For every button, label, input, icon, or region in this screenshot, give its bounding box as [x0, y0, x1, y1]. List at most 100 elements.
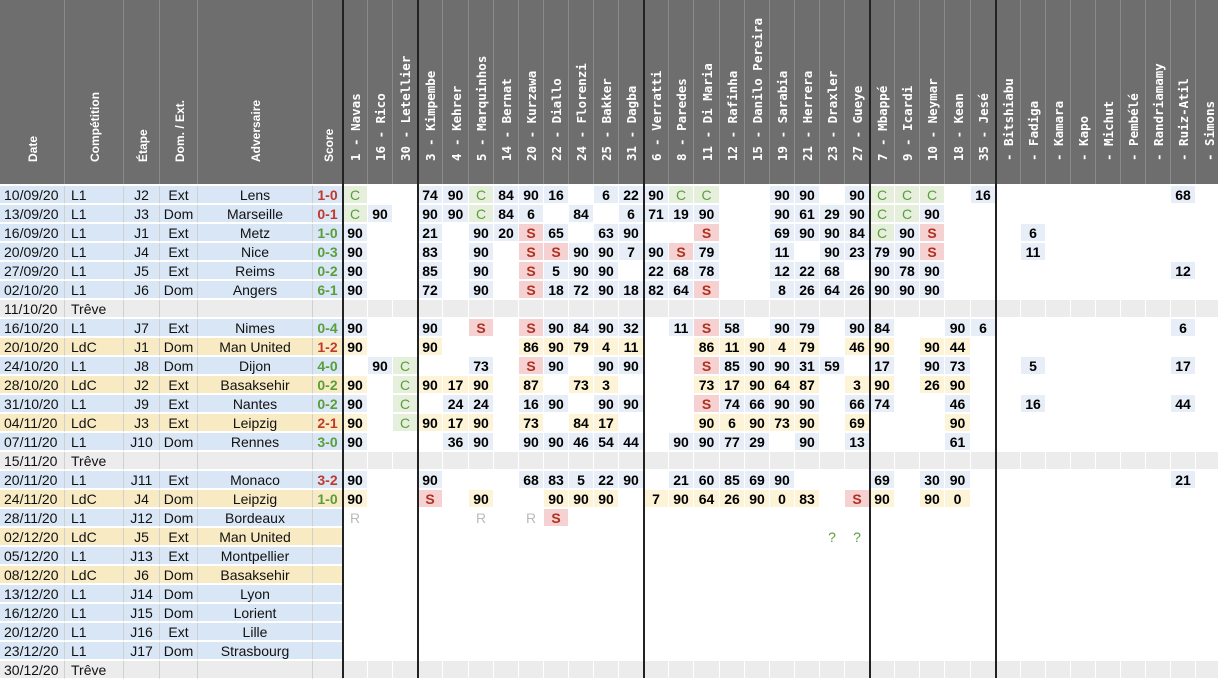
- stat-cell[interactable]: [1196, 528, 1218, 546]
- stat-cell[interactable]: S: [544, 509, 569, 527]
- stat-cell[interactable]: [418, 300, 443, 318]
- stat-cell[interactable]: [1196, 471, 1218, 489]
- stat-cell[interactable]: [393, 338, 418, 356]
- stat-cell[interactable]: [619, 509, 644, 527]
- stat-cell[interactable]: 72: [569, 281, 594, 299]
- stat-cell[interactable]: [1071, 509, 1096, 527]
- stat-cell[interactable]: 11: [720, 338, 745, 356]
- stat-cell[interactable]: [494, 281, 519, 299]
- stat-cell[interactable]: 71: [644, 205, 669, 223]
- stat-cell[interactable]: 11: [770, 243, 795, 261]
- stat-cell[interactable]: [694, 642, 720, 660]
- stat-cell[interactable]: 13: [845, 433, 870, 451]
- stat-cell[interactable]: C: [393, 414, 418, 432]
- stat-cell[interactable]: 83: [418, 243, 443, 261]
- stat-cell[interactable]: 58: [720, 319, 745, 337]
- stat-cell[interactable]: [1146, 661, 1171, 679]
- stat-cell[interactable]: 90: [594, 357, 619, 375]
- stat-cell[interactable]: [1146, 414, 1171, 432]
- stat-cell[interactable]: [1021, 300, 1046, 318]
- stat-cell[interactable]: [368, 376, 393, 394]
- stat-cell[interactable]: [745, 528, 770, 546]
- stat-cell[interactable]: [1021, 566, 1046, 584]
- stat-cell[interactable]: [343, 528, 368, 546]
- stat-cell[interactable]: [920, 509, 945, 527]
- stat-cell[interactable]: [1196, 243, 1218, 261]
- stat-cell[interactable]: [1071, 319, 1096, 337]
- stat-cell[interactable]: [745, 243, 770, 261]
- stat-cell[interactable]: [920, 414, 945, 432]
- stat-cell[interactable]: [594, 205, 619, 223]
- stat-cell[interactable]: 11: [619, 338, 644, 356]
- stat-cell[interactable]: [1021, 433, 1046, 451]
- stat-cell[interactable]: 90: [770, 205, 795, 223]
- stat-cell[interactable]: 90: [418, 205, 443, 223]
- stat-cell[interactable]: [519, 661, 544, 679]
- stat-cell[interactable]: [795, 623, 820, 641]
- stat-cell[interactable]: [945, 585, 971, 603]
- stat-cell[interactable]: [418, 661, 443, 679]
- stat-cell[interactable]: [920, 604, 945, 622]
- stat-cell[interactable]: [1021, 338, 1046, 356]
- stat-cell[interactable]: [971, 376, 996, 394]
- stat-cell[interactable]: [669, 357, 694, 375]
- stat-cell[interactable]: [945, 205, 971, 223]
- stat-cell[interactable]: [720, 528, 745, 546]
- stat-cell[interactable]: [494, 547, 519, 565]
- stat-cell[interactable]: 63: [594, 224, 619, 242]
- stat-cell[interactable]: [469, 528, 494, 546]
- stat-cell[interactable]: [945, 243, 971, 261]
- stat-cell[interactable]: [1146, 376, 1171, 394]
- stat-cell[interactable]: 16: [544, 186, 569, 204]
- stat-cell[interactable]: [895, 433, 920, 451]
- stat-cell[interactable]: [669, 224, 694, 242]
- stat-cell[interactable]: [845, 642, 870, 660]
- stat-cell[interactable]: S: [669, 243, 694, 261]
- stat-cell[interactable]: 44: [945, 338, 971, 356]
- stat-cell[interactable]: 90: [343, 490, 368, 508]
- stat-cell[interactable]: [1171, 414, 1196, 432]
- stat-cell[interactable]: [895, 642, 920, 660]
- stat-cell[interactable]: [1071, 414, 1096, 432]
- player-column-header[interactable]: - Michut: [1096, 0, 1121, 184]
- stat-cell[interactable]: [569, 623, 594, 641]
- stat-cell[interactable]: [1121, 319, 1146, 337]
- stat-cell[interactable]: [469, 642, 494, 660]
- stat-cell[interactable]: [996, 224, 1021, 242]
- stat-cell[interactable]: 17: [443, 414, 469, 432]
- stat-cell[interactable]: 17: [594, 414, 619, 432]
- stat-cell[interactable]: C: [694, 186, 720, 204]
- stat-cell[interactable]: [845, 300, 870, 318]
- stat-cell[interactable]: 69: [770, 224, 795, 242]
- stat-cell[interactable]: 90: [594, 243, 619, 261]
- stat-cell[interactable]: [469, 452, 494, 470]
- stat-cell[interactable]: [393, 490, 418, 508]
- stat-cell[interactable]: 74: [720, 395, 745, 413]
- stat-cell[interactable]: [1121, 224, 1146, 242]
- stat-cell[interactable]: [343, 547, 368, 565]
- stat-cell[interactable]: 90: [669, 490, 694, 508]
- stat-cell[interactable]: [1146, 338, 1171, 356]
- stat-cell[interactable]: [1121, 205, 1146, 223]
- stat-cell[interactable]: S: [469, 319, 494, 337]
- stat-cell[interactable]: [1046, 243, 1071, 261]
- stat-cell[interactable]: [443, 262, 469, 280]
- stat-cell[interactable]: [1046, 205, 1071, 223]
- stat-cell[interactable]: [1171, 338, 1196, 356]
- stat-cell[interactable]: [1096, 414, 1121, 432]
- stat-cell[interactable]: [720, 186, 745, 204]
- stat-cell[interactable]: 12: [770, 262, 795, 280]
- stat-cell[interactable]: [418, 395, 443, 413]
- stat-cell[interactable]: 90: [469, 433, 494, 451]
- stat-cell[interactable]: [644, 376, 669, 394]
- stat-cell[interactable]: [669, 604, 694, 622]
- stat-cell[interactable]: [820, 471, 845, 489]
- stat-cell[interactable]: [1171, 205, 1196, 223]
- stat-cell[interactable]: [996, 642, 1021, 660]
- stat-cell[interactable]: [619, 585, 644, 603]
- player-column-header[interactable]: 8 - Paredes: [669, 0, 694, 184]
- stat-cell[interactable]: [1196, 604, 1218, 622]
- stat-cell[interactable]: [544, 452, 569, 470]
- stat-cell[interactable]: 90: [368, 357, 393, 375]
- stat-cell[interactable]: [895, 585, 920, 603]
